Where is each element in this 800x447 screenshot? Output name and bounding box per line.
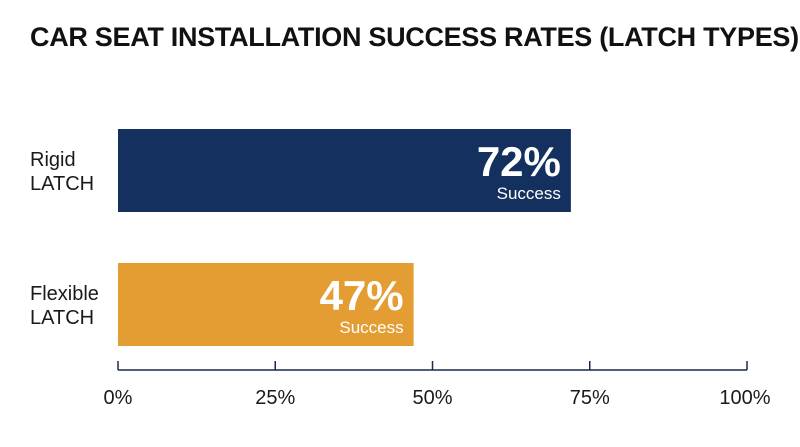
x-tick-label-75: 75% <box>570 387 610 409</box>
category-label-rigid-latch: Rigid LATCH <box>30 149 94 195</box>
x-tick-label-100: 100% <box>719 387 770 409</box>
bar-flexible-latch <box>118 263 414 346</box>
bar-rigid-latch <box>118 129 571 212</box>
x-tick-label-50: 50% <box>412 387 452 409</box>
success-label-rigid-latch: Success <box>497 184 561 203</box>
value-label-rigid-latch: 72% <box>477 138 561 185</box>
value-label-flexible-latch: 47% <box>320 272 404 319</box>
category-label-flexible-latch: Flexible LATCH <box>30 283 99 329</box>
x-tick-label-0: 0% <box>104 387 133 409</box>
x-tick-label-25: 25% <box>255 387 295 409</box>
chart-title: CAR SEAT INSTALLATION SUCCESS RATES (LAT… <box>30 22 799 52</box>
success-label-flexible-latch: Success <box>339 318 403 337</box>
x-axis: 0% 25% 50% 75% 100% <box>104 361 771 409</box>
